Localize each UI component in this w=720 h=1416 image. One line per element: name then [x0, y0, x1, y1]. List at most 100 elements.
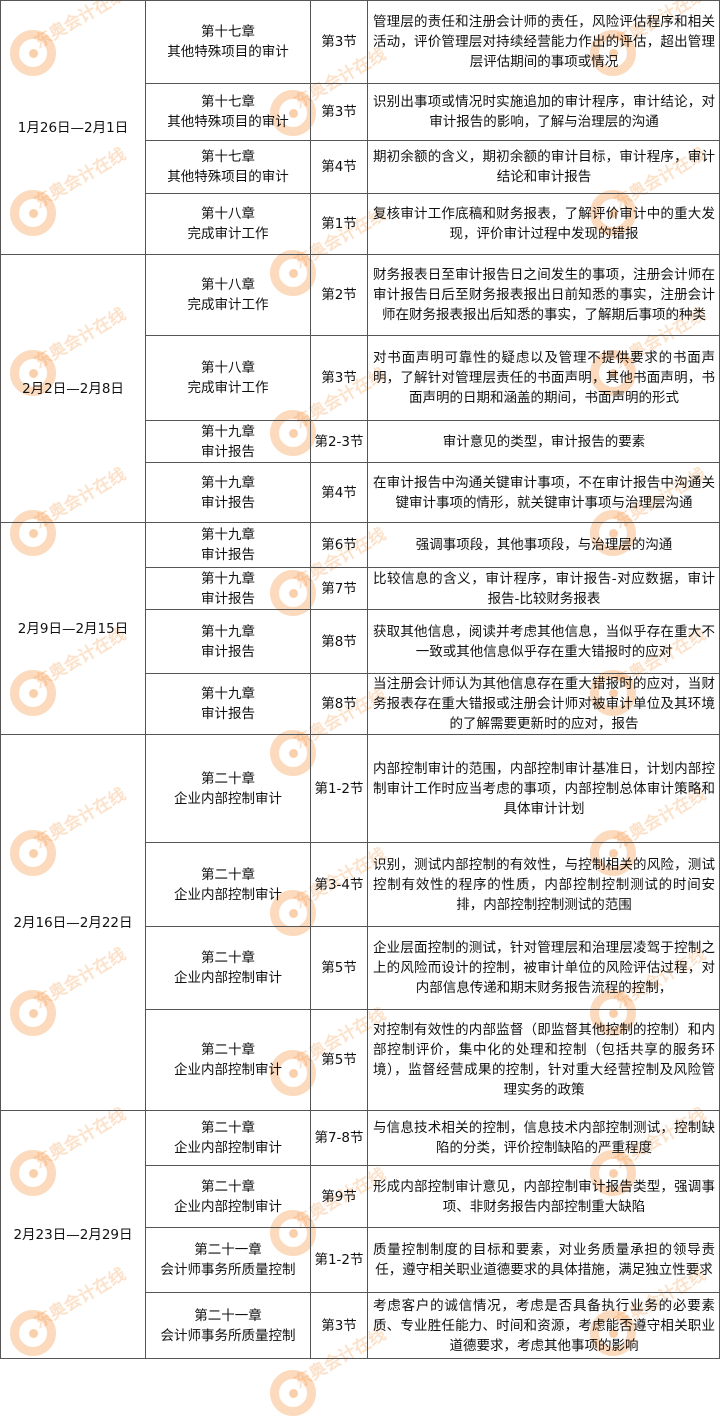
table-row: 第二十章 企业内部控制审计 第9节 形成内部控制审计意见，内部控制审计报告类型，强调事… — [1, 1165, 720, 1228]
chapter-cell: 第十九章 审计报告 — [145, 420, 311, 463]
study-schedule-table: 1月26日—2月1日 第十七章 其他特殊项目的审计 第3节 管理层的责任和注册会计师的责… — [0, 0, 720, 1359]
content-cell: 对书面声明可靠性的疑虑以及管理不提供要求的书面声明，了解针对管理层责任的书面声明… — [367, 335, 720, 421]
chapter-number: 第二十章 — [201, 1042, 255, 1058]
table-row: 第十八章 完成审计工作 第1节 复核审计工作底稿和财务报表，了解评价审计中的重大发现，… — [1, 193, 720, 255]
chapter-number: 第十八章 — [201, 277, 255, 293]
table-row: 1月26日—2月1日 第十七章 其他特殊项目的审计 第3节 管理层的责任和注册会计师的责… — [0, 0, 720, 255]
content-cell: 形成内部控制审计意见，内部控制审计报告类型，强调事项、非财务报告内部控制重大缺陷 — [367, 1165, 720, 1228]
chapter-number: 第二十一章 — [194, 1307, 262, 1324]
date-range-cell: 2月16日—2月22日 — [0, 734, 146, 1111]
chapter-title: 审计报告 — [201, 443, 255, 460]
chapter-number: 第十七章 — [201, 94, 255, 110]
chapter-cell: 第十九章 审计报告 — [145, 673, 311, 735]
chapter-title: 会计师事务所质量控制 — [160, 1262, 296, 1278]
chapter-number: 第十九章 — [201, 623, 255, 640]
section-cell: 第1-2节 — [310, 1227, 368, 1293]
table-row: 第二十章企业内部控制审计 第5节 企业层面控制的测试，针对管理层和治理层凌驾于控制之… — [1, 926, 720, 1010]
table-row: 第十七章 其他特殊项目的审计 第4节 期初余额的含义，期初余额的审计目标，审计程序，审… — [1, 140, 720, 194]
chapter-cell: 第二十章 企业内部控制审计 — [145, 1165, 311, 1228]
chapter-number: 第二十章 — [201, 1120, 255, 1136]
section-cell: 第7-8节 — [310, 1110, 368, 1166]
table-row: 第十八章 完成审计工作 第3节 对书面声明可靠性的疑虑以及管理不提供要求的书面声明，了… — [1, 335, 720, 421]
chapter-number: 第二十章 — [201, 866, 255, 883]
content-cell: 管理层的责任和注册会计师的责任，风险评估程序和相关活动，评价管理层对持续经营能力… — [367, 0, 720, 84]
chapter-number: 第十九章 — [201, 474, 255, 491]
chapter-title: 企业内部控制审计 — [174, 970, 282, 986]
section-cell: 第8节 — [310, 609, 368, 674]
table-row: 第十九章 审计报告 第2-3节 审计意见的类型，审计报告的要素 — [1, 420, 720, 463]
content-cell: 获取其他信息，阅读并考虑其他信息，当似乎存在重大不一致或其他信息似乎存在重大错报… — [367, 609, 720, 674]
watermark-logo: 东奥会计在线 — [270, 1325, 389, 1416]
section-cell: 第4节 — [310, 462, 368, 523]
section-cell: 第4节 — [310, 140, 368, 194]
chapter-number: 第十七章 — [201, 24, 255, 40]
chapter-cell: 第十九章 审计报告 — [145, 567, 311, 610]
chapter-cell: 第十八章完成审计工作 — [145, 335, 311, 421]
chapter-title: 其他特殊项目的审计 — [167, 169, 289, 185]
chapter-cell: 第十七章其他特殊项目的审计 — [145, 140, 311, 194]
chapter-title: 企业内部控制审计 — [174, 1062, 282, 1078]
content-cell: 考虑客户的诚信情况，考虑是否具备执行业务的必要素质、专业胜任能力、时间和资源，考… — [367, 1292, 720, 1359]
chapter-cell: 第二十一章会计师事务所质量控制 — [145, 1292, 311, 1359]
chapter-title: 审计报告 — [201, 590, 255, 607]
chapter-number: 第十七章 — [201, 149, 255, 165]
chapter-number: 第十九章 — [201, 686, 255, 702]
chapter-title: 其他特殊项目的审计 — [167, 114, 289, 130]
section-cell: 第5节 — [310, 926, 368, 1010]
table-row: 2月23日—2月29日 第二十章 企业内部控制审计 第7-8节 与信息技术相关的控制，信… — [0, 1110, 720, 1359]
content-cell: 对控制有效性的内部监督（即监督其他控制的控制）和内部控制评价，集中化的处理和控制… — [367, 1009, 720, 1111]
section-cell: 第5节 — [310, 1009, 368, 1111]
chapter-number: 第十九章 — [201, 527, 255, 543]
chapter-title: 审计报告 — [201, 547, 255, 563]
table-row: 第十九章审计报告 第8节 获取其他信息，阅读并考虑其他信息，当似乎存在重大不一致或其… — [1, 609, 720, 674]
chapter-title: 企业内部控制审计 — [174, 1140, 282, 1156]
table-row: 2月16日—2月22日 第二十章 企业内部控制审计 第1-2节 内部控制审计的范围，内部… — [0, 734, 720, 1111]
chapter-title: 审计报告 — [201, 706, 255, 722]
date-range-cell: 2月23日—2月29日 — [0, 1110, 146, 1359]
table-row: 第十九章 审计报告 第8节 当注册会计师认为其他信息存在重大错报时的应对，当财务报表存… — [1, 673, 720, 735]
section-cell: 第1-2节 — [310, 734, 368, 843]
chapter-title: 会计师事务所质量控制 — [160, 1327, 296, 1344]
section-cell: 第7节 — [310, 567, 368, 610]
chapter-title: 完成审计工作 — [187, 297, 269, 313]
content-cell: 财务报表日至审计报告日之间发生的事项，注册会计师在审计报告日后至财务报表报出日前… — [367, 254, 720, 336]
chapter-cell: 第十八章完成审计工作 — [145, 254, 311, 336]
content-cell: 企业层面控制的测试，针对管理层和治理层凌驾于控制之上的风险而设计的控制，被审计单… — [367, 926, 720, 1010]
table-row: 第二十一章 会计师事务所质量控制 第1-2节 质量控制制度的目标和要素，对业务质量承担… — [1, 1227, 720, 1293]
chapter-title: 完成审计工作 — [187, 226, 269, 242]
content-cell: 内部控制审计的范围，内部控制审计基准日，计划内部控制审计工作时应当考虑的事项，内… — [367, 734, 720, 843]
chapter-number: 第十九章 — [201, 423, 255, 440]
content-cell: 与信息技术相关的控制，信息技术内部控制测试，控制缺陷的分类，评价控制缺陷的严重程… — [367, 1110, 720, 1166]
chapter-title: 完成审计工作 — [187, 380, 269, 396]
table-row: 2月9日—2月15日 第十九章 审计报告 第6节 强调事项段，其他事项段，与治理层的沟通 — [0, 522, 720, 735]
section-cell: 第9节 — [310, 1165, 368, 1228]
chapter-cell: 第十八章完成审计工作 — [145, 193, 311, 255]
content-cell: 当注册会计师认为其他信息存在重大错报时的应对，当财务报表存在重大错报或注册会计师… — [367, 673, 720, 735]
chapter-title: 其他特殊项目的审计 — [167, 44, 289, 60]
content-cell: 复核审计工作底稿和财务报表，了解评价审计中的重大发现，评价审计过程中发现的错报 — [367, 193, 720, 255]
chapter-number: 第二十章 — [201, 770, 255, 787]
section-cell: 第3节 — [310, 335, 368, 421]
section-cell: 第3节 — [310, 83, 368, 141]
content-cell: 识别出事项或情况时实施追加的审计程序，审计结论，对审计报告的影响，了解与治理层的… — [367, 83, 720, 141]
content-cell: 审计意见的类型，审计报告的要素 — [367, 420, 720, 463]
table-row: 第十九章 审计报告 第4节 在审计报告中沟通关键审计事项，不在审计报告中沟通关键审计事… — [1, 462, 720, 523]
chapter-cell: 第十七章其他特殊项目的审计 — [145, 0, 311, 84]
content-cell: 强调事项段，其他事项段，与治理层的沟通 — [367, 522, 720, 568]
chapter-number: 第十八章 — [201, 360, 255, 376]
chapter-cell: 第二十章企业内部控制审计 — [145, 734, 311, 843]
chapter-number: 第二十一章 — [194, 1242, 262, 1258]
table-row: 2月2日—2月8日 第十八章 完成审计工作 第2节 财务报表日至审计报告日之间发生的事项… — [0, 254, 720, 523]
chapter-cell: 第二十章企业内部控制审计 — [145, 1110, 311, 1166]
chapter-number: 第十八章 — [201, 206, 255, 222]
date-range-cell: 1月26日—2月1日 — [0, 0, 146, 255]
content-cell: 在审计报告中沟通关键审计事项，不在审计报告中沟通关键审计事项的情形，就关键审计事… — [367, 462, 720, 523]
section-cell: 第8节 — [310, 673, 368, 735]
content-cell: 期初余额的含义，期初余额的审计目标，审计程序，审计结论和审计报告 — [367, 140, 720, 194]
section-cell: 第2-3节 — [310, 420, 368, 463]
content-cell: 比较信息的含义，审计程序，审计报告-对应数据，审计报告-比较财务报表 — [367, 567, 720, 610]
chapter-title: 审计报告 — [201, 643, 255, 660]
chapter-number: 第二十章 — [201, 950, 255, 966]
chapter-cell: 第二十章企业内部控制审计 — [145, 1009, 311, 1111]
chapter-title: 企业内部控制审计 — [174, 790, 282, 807]
